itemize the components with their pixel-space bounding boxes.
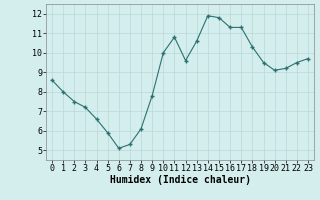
X-axis label: Humidex (Indice chaleur): Humidex (Indice chaleur)	[109, 175, 251, 185]
